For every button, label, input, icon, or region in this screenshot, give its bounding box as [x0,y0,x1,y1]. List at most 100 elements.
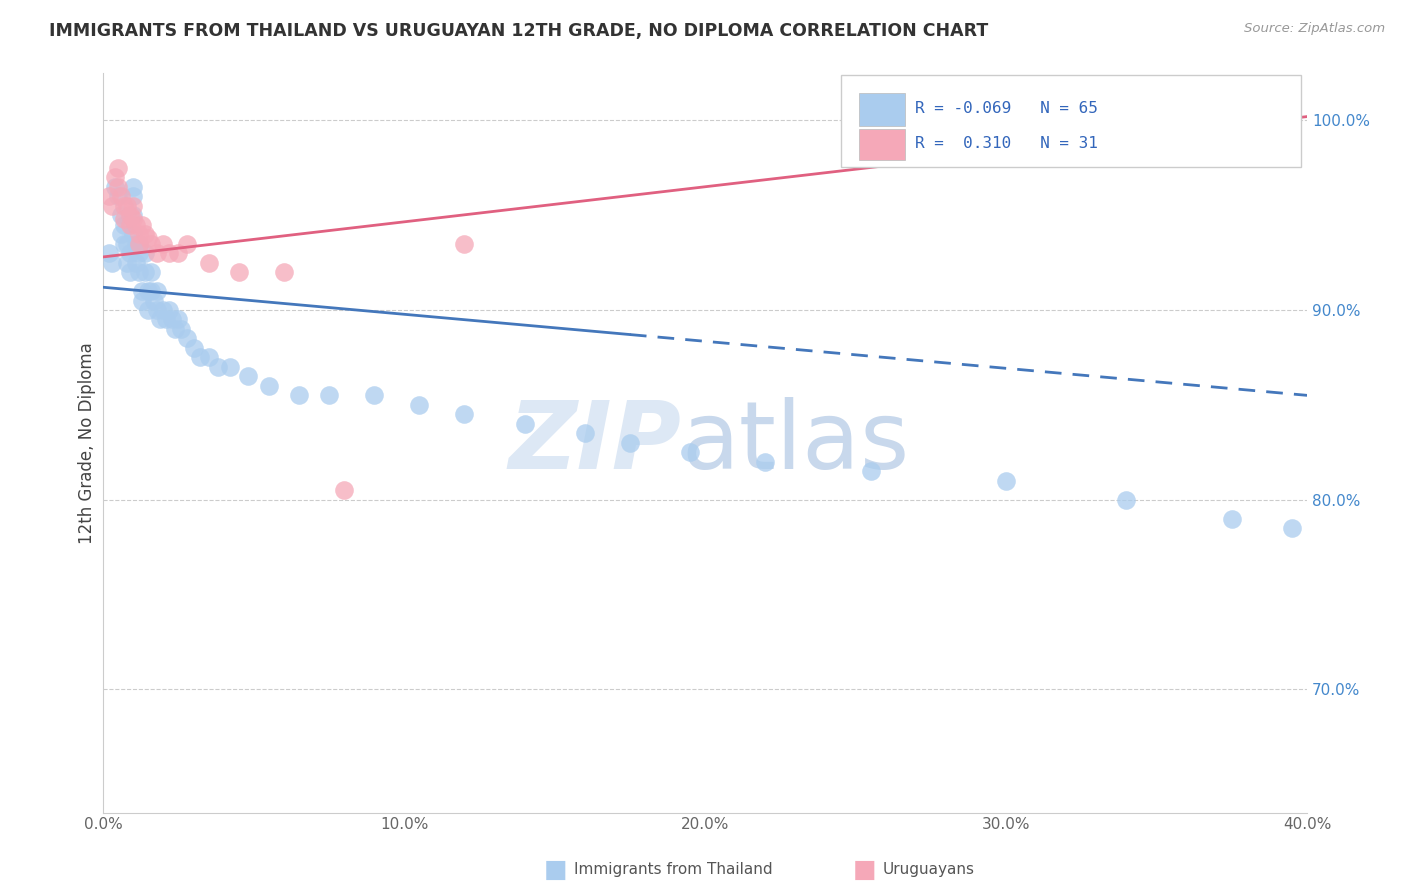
FancyBboxPatch shape [841,75,1301,167]
Point [146,303,169,318]
Point [128,246,150,260]
Point [112,212,135,227]
Point [110,189,132,203]
Point [141,284,163,298]
Point [143,293,166,308]
Point [141,265,163,279]
Point [104,170,127,185]
Point [574,426,596,441]
Text: ZIP: ZIP [508,397,681,489]
Point [679,445,702,459]
Point [107,179,129,194]
Point [159,246,181,260]
Point [176,236,198,251]
Point [128,227,150,242]
Point [98,246,121,260]
Point [859,464,882,478]
Point [122,208,145,222]
Point [228,265,250,279]
Point [167,312,190,326]
Point [110,227,132,242]
Point [117,255,139,269]
Point [110,208,132,222]
Point [138,231,160,245]
Point [152,236,174,251]
Text: R = -0.069   N = 65: R = -0.069 N = 65 [914,101,1098,116]
Point [131,218,153,232]
Text: ■: ■ [544,858,567,881]
Point [273,265,295,279]
Point [131,284,153,298]
Point [101,255,124,269]
Point [188,351,211,365]
FancyBboxPatch shape [859,93,905,127]
Point [170,322,193,336]
Point [101,199,124,213]
Point [257,379,280,393]
Point [453,236,475,251]
Point [98,189,121,203]
Point [120,208,142,222]
Point [134,265,156,279]
Point [120,218,142,232]
Point [125,255,148,269]
Point [1251,123,1274,137]
Point [513,417,536,431]
Text: R =  0.310   N = 31: R = 0.310 N = 31 [914,136,1098,151]
Point [122,189,145,203]
Point [197,351,219,365]
Point [104,179,127,194]
Y-axis label: 12th Grade, No Diploma: 12th Grade, No Diploma [79,342,96,543]
Point [107,189,129,203]
Point [134,227,156,242]
Point [165,322,187,336]
Point [134,246,156,260]
Point [122,199,145,213]
Point [138,303,160,318]
Point [117,199,139,213]
Text: Uruguayans: Uruguayans [883,863,974,877]
Point [318,388,340,402]
Point [149,312,172,326]
Text: ■: ■ [853,858,876,881]
Point [146,246,169,260]
Text: IMMIGRANTS FROM THAILAND VS URUGUAYAN 12TH GRADE, NO DIPLOMA CORRELATION CHART: IMMIGRANTS FROM THAILAND VS URUGUAYAN 12… [49,22,988,40]
Point [183,341,205,355]
Point [162,312,184,326]
Point [159,303,181,318]
Point [120,246,142,260]
Point [112,218,135,232]
Point [1220,511,1243,525]
Point [146,284,169,298]
Point [207,359,229,374]
Point [197,255,219,269]
Point [122,227,145,242]
Point [120,265,142,279]
Text: Source: ZipAtlas.com: Source: ZipAtlas.com [1244,22,1385,36]
Point [122,179,145,194]
Point [128,236,150,251]
Point [754,455,776,469]
Point [125,236,148,251]
Point [333,483,356,498]
Point [1115,492,1137,507]
Point [236,369,259,384]
FancyBboxPatch shape [859,129,905,161]
Point [141,236,163,251]
Point [995,474,1018,488]
Point [1281,521,1303,535]
Point [167,246,190,260]
Point [138,284,160,298]
Point [131,293,153,308]
Point [408,398,430,412]
Point [155,312,177,326]
Point [288,388,311,402]
Point [363,388,385,402]
Point [176,331,198,345]
Point [152,303,174,318]
Point [128,265,150,279]
Point [117,236,139,251]
Point [112,199,135,213]
Point [122,212,145,227]
Text: atlas: atlas [681,397,910,489]
